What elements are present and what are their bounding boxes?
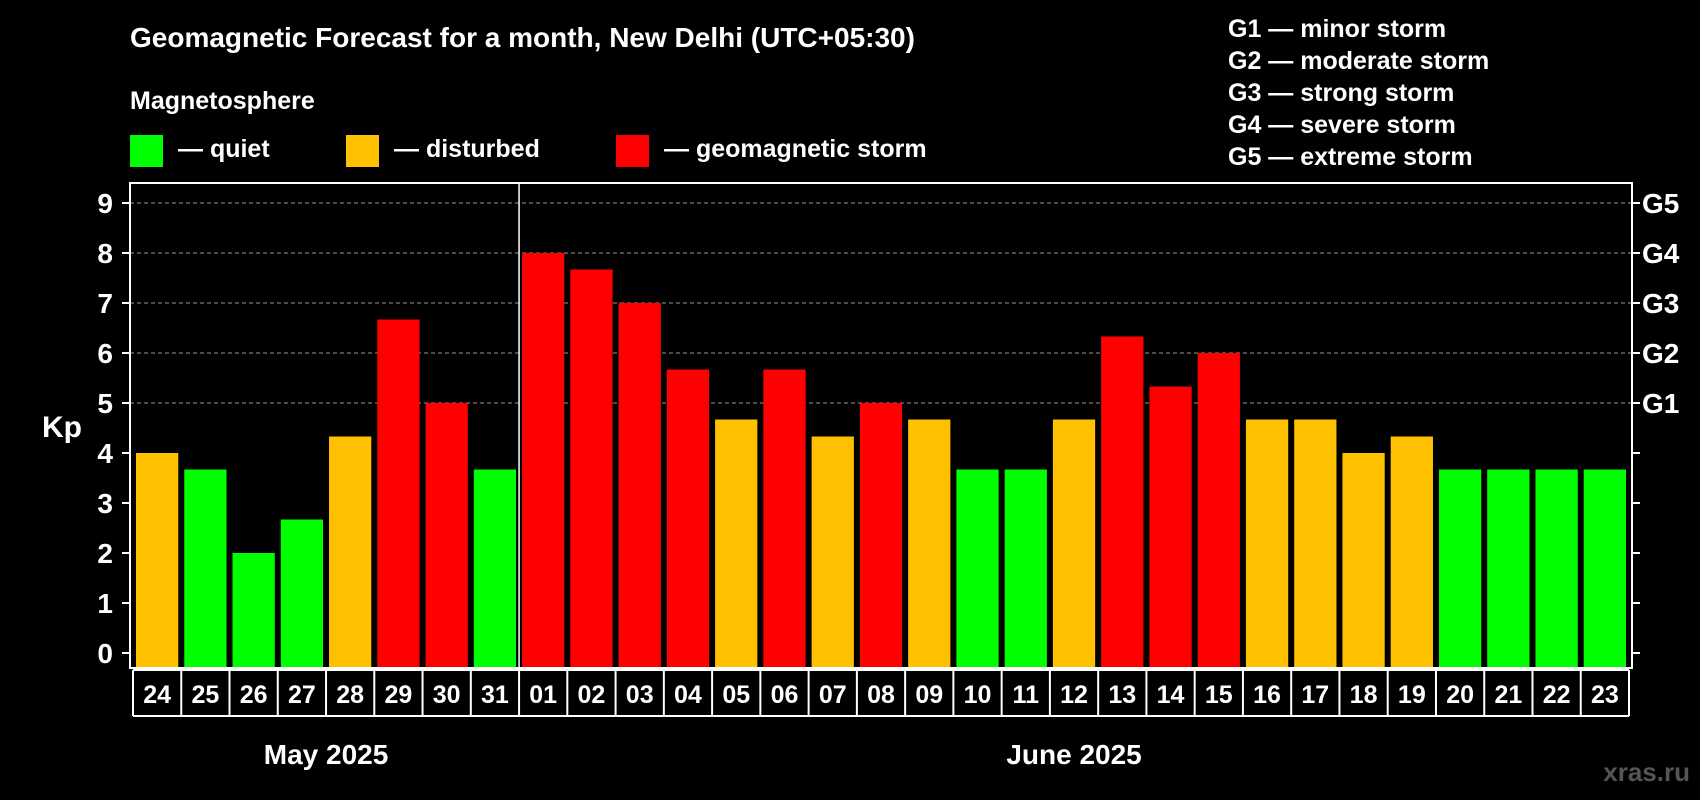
bar — [1101, 336, 1144, 668]
y-tick-label: 6 — [97, 338, 113, 369]
x-tick-label: 30 — [433, 681, 461, 709]
x-tick-label: 19 — [1398, 681, 1426, 709]
bar — [908, 419, 951, 668]
x-tick-label: 10 — [964, 681, 992, 709]
bar — [1487, 469, 1530, 668]
x-tick-label: 22 — [1543, 681, 1571, 709]
x-tick-label: 15 — [1205, 681, 1233, 709]
chart-title: Geomagnetic Forecast for a month, New De… — [130, 22, 915, 53]
y-tick-label: 2 — [97, 538, 113, 569]
storm-scale-g2: G2 — moderate storm — [1228, 47, 1489, 75]
bar — [666, 369, 710, 668]
bar — [232, 553, 275, 668]
bar — [377, 319, 420, 668]
y-tick-label: 5 — [97, 388, 113, 419]
x-tick-label: 14 — [1157, 681, 1185, 709]
x-tick-label: 27 — [288, 681, 316, 709]
x-tick-label: 08 — [867, 681, 895, 709]
bar — [1197, 353, 1240, 668]
x-tick-label: 24 — [143, 681, 171, 709]
bar — [329, 436, 372, 668]
legend-label-quiet: — quiet — [178, 135, 270, 163]
bar — [522, 253, 565, 668]
x-tick-label: 04 — [674, 681, 702, 709]
x-tick-label: 13 — [1108, 681, 1136, 709]
plot-frame — [129, 182, 1633, 669]
storm-scale-g3: G3 — strong storm — [1228, 79, 1454, 107]
bar — [280, 519, 324, 668]
x-tick-label: 03 — [626, 681, 654, 709]
y-tick-label: 4 — [97, 438, 113, 469]
storm-level-label: G2 — [1642, 338, 1679, 369]
bar — [618, 303, 661, 668]
bar — [763, 369, 806, 668]
bar — [1052, 419, 1096, 668]
x-tick-label: 28 — [336, 681, 364, 709]
storm-level-label: G5 — [1642, 188, 1679, 219]
x-tick-label: 01 — [529, 681, 557, 709]
legend-swatch-disturbed — [346, 135, 379, 167]
month-label: June 2025 — [1006, 739, 1141, 770]
bar — [473, 469, 517, 668]
bar — [1438, 469, 1482, 668]
storm-scale-g1: G1 — minor storm — [1228, 15, 1446, 43]
y-tick-label: 0 — [97, 638, 113, 669]
y-tick-label: 8 — [97, 238, 113, 269]
y-tick-label: 1 — [97, 588, 113, 619]
bar — [425, 403, 468, 668]
storm-scale-g5: G5 — extreme storm — [1228, 143, 1473, 171]
x-tick-label: 21 — [1494, 681, 1522, 709]
bar — [136, 453, 179, 668]
y-axis-label: Kp — [42, 411, 82, 444]
x-tick-label: 09 — [915, 681, 943, 709]
storm-scale-g4: G4 — severe storm — [1228, 111, 1456, 139]
bar — [956, 469, 999, 668]
legend-label-disturbed: — disturbed — [394, 135, 540, 163]
bar — [1004, 469, 1047, 668]
x-tick-label: 17 — [1301, 681, 1329, 709]
x-tick-label: 16 — [1253, 681, 1281, 709]
x-tick-label: 07 — [819, 681, 847, 709]
bar — [1535, 469, 1578, 668]
x-tick-label: 02 — [578, 681, 606, 709]
legend: — quiet — disturbed — geomagnetic storm — [130, 135, 927, 167]
bar — [1245, 419, 1289, 668]
legend-title: Magnetosphere — [130, 87, 315, 115]
bar — [811, 436, 854, 668]
bar — [1390, 436, 1433, 668]
x-tick-label: 26 — [240, 681, 268, 709]
x-tick-label: 23 — [1591, 681, 1619, 709]
storm-level-label: G4 — [1642, 238, 1680, 269]
storm-level-label: G3 — [1642, 288, 1679, 319]
bar — [570, 269, 613, 668]
x-tick-label: 11 — [1013, 681, 1040, 709]
bar — [1294, 419, 1337, 668]
x-tick-label: 20 — [1446, 681, 1474, 709]
month-label: May 2025 — [264, 739, 389, 770]
x-tick-label: 29 — [385, 681, 413, 709]
legend-label-storm: — geomagnetic storm — [664, 135, 927, 163]
x-tick-label: 05 — [722, 681, 750, 709]
bar — [1149, 386, 1192, 668]
bar — [1342, 453, 1385, 668]
x-tick-label: 18 — [1350, 681, 1378, 709]
x-tick-label: 25 — [191, 681, 219, 709]
x-tick-label: 06 — [771, 681, 799, 709]
y-tick-label: 7 — [97, 288, 113, 319]
bar — [715, 419, 758, 668]
storm-level-label: G1 — [1642, 388, 1679, 419]
legend-swatch-quiet — [130, 135, 163, 167]
x-tick-label: 31 — [481, 681, 509, 709]
legend-swatch-storm — [616, 135, 649, 167]
bar — [1583, 469, 1626, 668]
x-tick-label: 12 — [1060, 681, 1088, 709]
storm-scale-legend: G1 — minor storm G2 — moderate storm G3 … — [1228, 15, 1489, 171]
bar — [184, 469, 227, 668]
watermark: xras.ru — [1603, 757, 1690, 787]
y-tick-label: 3 — [97, 488, 113, 519]
y-tick-label: 9 — [97, 188, 113, 219]
bar — [859, 403, 903, 668]
